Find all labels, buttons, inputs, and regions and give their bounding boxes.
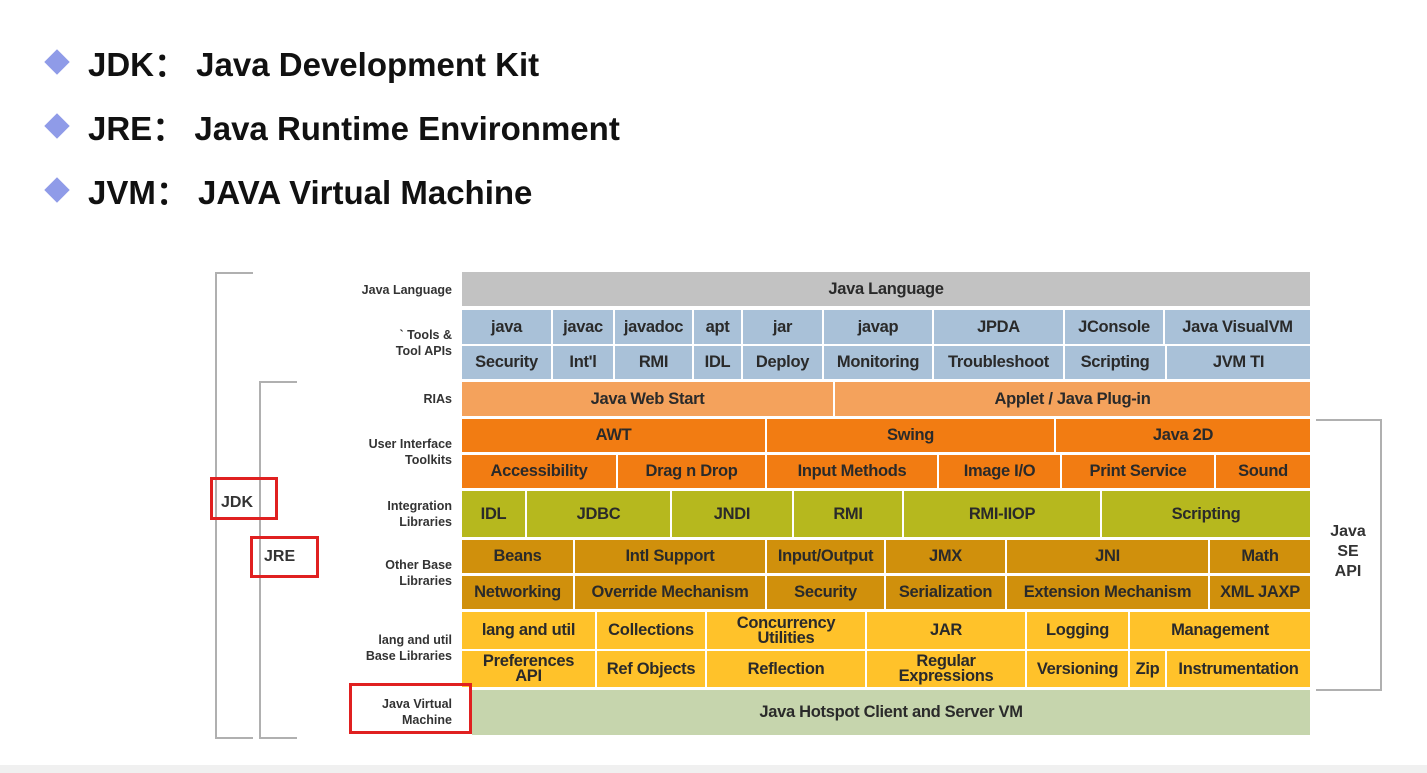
diagram-cell-tools: JVM TI [1167, 346, 1310, 379]
bullet-text: JVM： JAVA Virtual Machine [88, 174, 533, 211]
diagram-cell-other_base: Intl Support [575, 540, 765, 573]
diagram-cell-lang_util: Management [1130, 612, 1310, 649]
diagram-cell-tools: Int'l [553, 346, 613, 379]
jvm-highlight-box [349, 683, 472, 734]
diagram-cell-tools: javap [824, 310, 932, 344]
diagram-cell-integration: Scripting [1102, 491, 1310, 537]
java-se-api-bracket [1316, 419, 1382, 691]
diagram-cell-tools: apt [694, 310, 741, 344]
diagram-cell-tools: RMI [615, 346, 692, 379]
diagram-cell-tools: jar [743, 310, 822, 344]
diagram-cell-other_base: Input/Output [767, 540, 884, 573]
diagram-cell-other_base: JMX [886, 540, 1005, 573]
diagram-cell-tools: java [462, 310, 551, 344]
diagram-cell-other_base: Security [767, 576, 884, 609]
diagram-cell-other_base: Networking [462, 576, 573, 609]
diagram-cell-tools: Security [462, 346, 551, 379]
diagram-cell-tools: Scripting [1065, 346, 1165, 379]
diagram-cell-ui: Image I/O [939, 455, 1060, 488]
diagram-cell-lang_util: Versioning [1027, 651, 1128, 687]
diamond-bullet-icon [44, 49, 70, 75]
diagram-cell-tools: Monitoring [824, 346, 932, 379]
diagram-cell-integration: JNDI [672, 491, 792, 537]
diagram-cell-lang_util: Collections [597, 612, 705, 649]
diagram-cell-lang_util: lang and util [462, 612, 595, 649]
bullet-text: JRE： Java Runtime Environment [88, 110, 620, 147]
diagram-cell-jvm: Java Hotspot Client and Server VM [472, 690, 1310, 735]
diagram-cell-lang_util: Logging [1027, 612, 1128, 649]
diagram-cell-tools: javac [553, 310, 613, 344]
diagram-cell-rias: Java Web Start [462, 382, 833, 416]
diagram-cell-lang_util: JAR [867, 612, 1025, 649]
diagram-cell-ui: Input Methods [767, 455, 937, 488]
bullet-jvm: JVM： JAVA Virtual Machine [44, 170, 532, 211]
diagram-cell-ui: Print Service [1062, 455, 1214, 488]
diagram-cell-tools: IDL [694, 346, 741, 379]
diagram-cell-lang_util: Ref Objects [597, 651, 705, 687]
diagram-cell-ui: Sound [1216, 455, 1310, 488]
row-label: Integration Libraries [387, 499, 452, 529]
diagram-cell-integration: RMI [794, 491, 902, 537]
jdk-bracket [215, 272, 253, 739]
diagram-cell-integration: RMI-IIOP [904, 491, 1100, 537]
diagram-cell-lang_util: Concurrency Utilities [707, 612, 865, 649]
row-label: RIAs [423, 392, 452, 406]
diagram-cell-rias: Applet / Java Plug-in [835, 382, 1310, 416]
diagram-cell-other_base: XML JAXP [1210, 576, 1310, 609]
diagram-cell-lang_util: Instrumentation [1167, 651, 1310, 687]
diagram-cell-ui: AWT [462, 419, 765, 452]
diagram-cell-ui: Accessibility [462, 455, 616, 488]
diagram-cell-lang_util: Preferences API [462, 651, 595, 687]
diagram-cell-lang_util: Reflection [707, 651, 865, 687]
row-label: Java Language [361, 283, 452, 297]
diagram-cell-other_base: Serialization [886, 576, 1005, 609]
diagram-cell-tools: JPDA [934, 310, 1063, 344]
row-label: Other Base Libraries [385, 558, 452, 588]
diamond-bullet-icon [44, 177, 70, 203]
diagram-cell-integration: IDL [462, 491, 525, 537]
diagram-cell-ui: Drag n Drop [618, 455, 765, 488]
jre-label: JRE [264, 548, 296, 565]
jdk-highlight-box [210, 477, 278, 520]
jre-highlight-box [250, 536, 319, 578]
diagram-cell-other_base: Extension Mechanism [1007, 576, 1208, 609]
diagram-cell-language: Java Language [462, 272, 1310, 306]
row-label: Java Virtual Machine [382, 697, 452, 727]
bottom-strip [0, 765, 1427, 773]
diagram-cell-tools: Troubleshoot [934, 346, 1063, 379]
jdk-label: JDK [221, 494, 254, 511]
diagram-cell-lang_util: Regular Expressions [867, 651, 1025, 687]
bullet-jdk: JDK： Java Development Kit [44, 42, 539, 83]
diagram-cell-ui: Java 2D [1056, 419, 1310, 452]
row-label: lang and util Base Libraries [365, 633, 452, 663]
diagram-cell-other_base: Override Mechanism [575, 576, 765, 609]
row-label: User Interface Toolkits [368, 437, 452, 467]
diagram-cell-other_base: Beans [462, 540, 573, 573]
jre-bracket [259, 381, 297, 739]
diagram-cell-ui: Swing [767, 419, 1054, 452]
diamond-bullet-icon [44, 113, 70, 139]
java-se-api-label: Java SE API [1330, 523, 1366, 580]
diagram-cell-other_base: JNI [1007, 540, 1208, 573]
diagram-cell-tools: Deploy [743, 346, 822, 379]
diagram-cell-tools: javadoc [615, 310, 692, 344]
bullet-jre: JRE： Java Runtime Environment [44, 106, 620, 147]
diagram-cell-integration: JDBC [527, 491, 670, 537]
diagram-cell-lang_util: Zip [1130, 651, 1165, 687]
bullet-text: JDK： Java Development Kit [88, 46, 540, 83]
row-label: ` Tools & Tool APIs [395, 328, 452, 358]
diagram-cell-other_base: Math [1210, 540, 1310, 573]
diagram-cell-tools: Java VisualVM [1165, 310, 1310, 344]
diagram-cell-tools: JConsole [1065, 310, 1163, 344]
